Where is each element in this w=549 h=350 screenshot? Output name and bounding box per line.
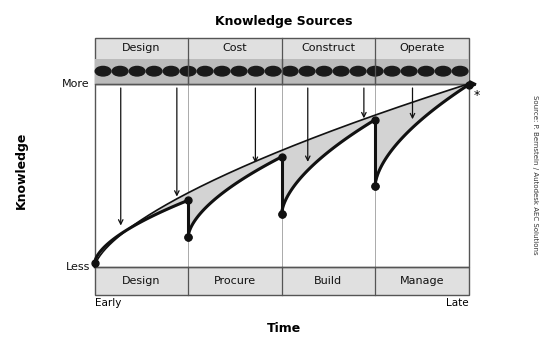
Circle shape: [452, 66, 468, 76]
Text: Procure: Procure: [214, 276, 256, 286]
Circle shape: [418, 66, 434, 76]
Bar: [94, 84, 469, 267]
Circle shape: [282, 66, 298, 76]
X-axis label: Time: Time: [267, 322, 301, 335]
Text: Manage: Manage: [400, 276, 444, 286]
Text: *: *: [473, 90, 479, 103]
Text: Design: Design: [122, 276, 160, 286]
Bar: [94, 58, 469, 84]
Bar: [94, 267, 469, 295]
Text: Design: Design: [122, 43, 160, 53]
Circle shape: [401, 66, 417, 76]
Text: Operate: Operate: [399, 43, 445, 53]
Text: Late: Late: [446, 298, 469, 308]
Circle shape: [265, 66, 281, 76]
Circle shape: [95, 66, 111, 76]
Text: Construct: Construct: [301, 43, 355, 53]
Text: Build: Build: [314, 276, 343, 286]
Circle shape: [231, 66, 247, 76]
Circle shape: [146, 66, 162, 76]
Circle shape: [180, 66, 196, 76]
Y-axis label: Knowledge: Knowledge: [15, 132, 28, 209]
Circle shape: [435, 66, 451, 76]
Circle shape: [333, 66, 349, 76]
Text: Early: Early: [94, 298, 121, 308]
Text: Less: Less: [65, 262, 90, 272]
Bar: [94, 37, 469, 84]
Circle shape: [316, 66, 332, 76]
Text: More: More: [63, 79, 90, 89]
Circle shape: [367, 66, 383, 76]
Circle shape: [197, 66, 213, 76]
Circle shape: [350, 66, 366, 76]
Circle shape: [163, 66, 179, 76]
Text: Source: P. Bernstein / Autodesk AEC Solutions: Source: P. Bernstein / Autodesk AEC Solu…: [533, 95, 538, 255]
Circle shape: [248, 66, 264, 76]
Circle shape: [299, 66, 315, 76]
Title: Knowledge Sources: Knowledge Sources: [215, 15, 352, 28]
Circle shape: [214, 66, 230, 76]
Text: Cost: Cost: [222, 43, 247, 53]
Circle shape: [112, 66, 128, 76]
Circle shape: [129, 66, 145, 76]
Circle shape: [384, 66, 400, 76]
